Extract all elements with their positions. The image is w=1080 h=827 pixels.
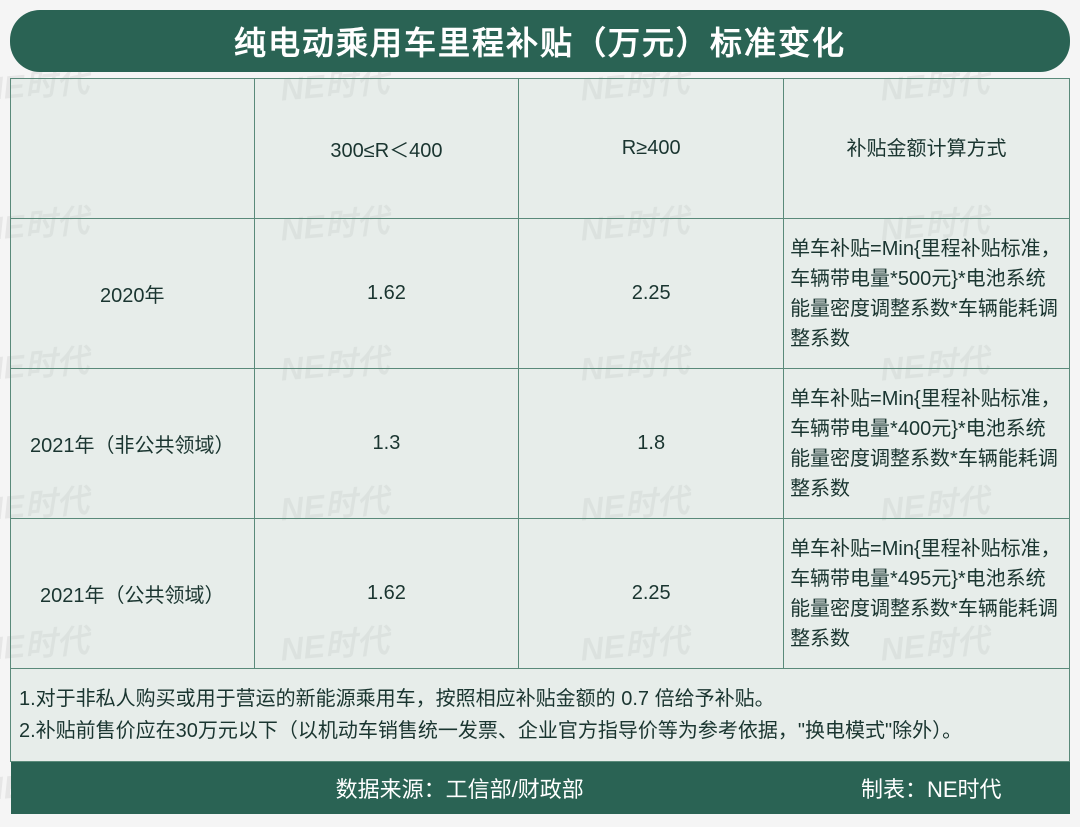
year-cell: 2021年（公共领域） — [11, 519, 255, 669]
value-cell: 2.25 — [519, 519, 784, 669]
formula-cell: 单车补贴=Min{里程补贴标准，车辆带电量*500元}*电池系统能量密度调整系数… — [784, 219, 1070, 369]
value-cell: 2.25 — [519, 219, 784, 369]
table-header-row: 300≤R＜400 R≥400 补贴金额计算方式 — [11, 79, 1070, 219]
formula-cell: 单车补贴=Min{里程补贴标准，车辆带电量*495元}*电池系统能量密度调整系数… — [784, 519, 1070, 669]
subsidy-table: 300≤R＜400 R≥400 补贴金额计算方式 2020年 1.62 2.25… — [10, 78, 1070, 814]
value-cell: 1.3 — [254, 369, 519, 519]
table-row: 2021年（公共领域） 1.62 2.25 单车补贴=Min{里程补贴标准，车辆… — [11, 519, 1070, 669]
footer-row: 数据来源：工信部/财政部 制表：NE时代 — [11, 762, 1070, 815]
header-range2: R≥400 — [519, 79, 784, 219]
header-formula: 补贴金额计算方式 — [784, 79, 1070, 219]
year-cell: 2021年（非公共领域） — [11, 369, 255, 519]
notes-cell: 1.对于非私人购买或用于营运的新能源乘用车，按照相应补贴金额的 0.7 倍给予补… — [11, 669, 1070, 762]
header-empty — [11, 79, 255, 219]
formula-cell: 单车补贴=Min{里程补贴标准，车辆带电量*400元}*电池系统能量密度调整系数… — [784, 369, 1070, 519]
footer-credit: 制表：NE时代 — [861, 772, 1022, 804]
footer-cell: 数据来源：工信部/财政部 制表：NE时代 — [11, 762, 1070, 815]
header-range1: 300≤R＜400 — [254, 79, 519, 219]
value-cell: 1.62 — [254, 219, 519, 369]
footer-source: 数据来源：工信部/财政部 — [59, 772, 861, 804]
notes-row: 1.对于非私人购买或用于营运的新能源乘用车，按照相应补贴金额的 0.7 倍给予补… — [11, 669, 1070, 762]
main-container: 纯电动乘用车里程补贴（万元）标准变化 300≤R＜400 R≥400 补贴金额计… — [0, 0, 1080, 824]
value-cell: 1.62 — [254, 519, 519, 669]
table-row: 2021年（非公共领域） 1.3 1.8 单车补贴=Min{里程补贴标准，车辆带… — [11, 369, 1070, 519]
year-cell: 2020年 — [11, 219, 255, 369]
value-cell: 1.8 — [519, 369, 784, 519]
table-row: 2020年 1.62 2.25 单车补贴=Min{里程补贴标准，车辆带电量*50… — [11, 219, 1070, 369]
page-title: 纯电动乘用车里程补贴（万元）标准变化 — [10, 10, 1070, 72]
